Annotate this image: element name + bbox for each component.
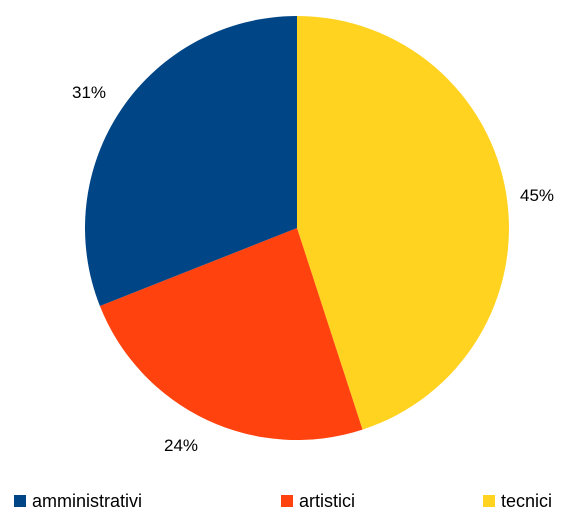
pie-chart: 45% 24% 31% — [72, 16, 554, 455]
legend-swatch-artistici — [281, 495, 293, 507]
slice-label-artistici: 24% — [164, 436, 198, 455]
legend-label-amministrativi: amministrativi — [32, 491, 143, 511]
legend: amministrativi artistici tecnici — [0, 491, 570, 515]
pie-slices — [85, 16, 509, 440]
slice-label-amministrativi: 31% — [72, 83, 106, 102]
legend-item-tecnici: tecnici — [483, 491, 552, 511]
legend-item-amministrativi: amministrativi — [14, 491, 142, 511]
legend-swatch-amministrativi — [14, 495, 26, 507]
slice-label-tecnici: 45% — [520, 186, 554, 205]
pie-slice-artistici — [99, 228, 363, 440]
pie-slice-amministrativi — [85, 16, 297, 307]
legend-label-artistici: artistici — [299, 491, 356, 511]
legend-swatch-tecnici — [483, 495, 495, 507]
slice-labels: 45% 24% 31% — [72, 83, 554, 455]
pie-slice-tecnici — [297, 16, 509, 430]
legend-item-artistici: artistici — [281, 491, 355, 511]
legend-label-tecnici: tecnici — [501, 491, 553, 511]
